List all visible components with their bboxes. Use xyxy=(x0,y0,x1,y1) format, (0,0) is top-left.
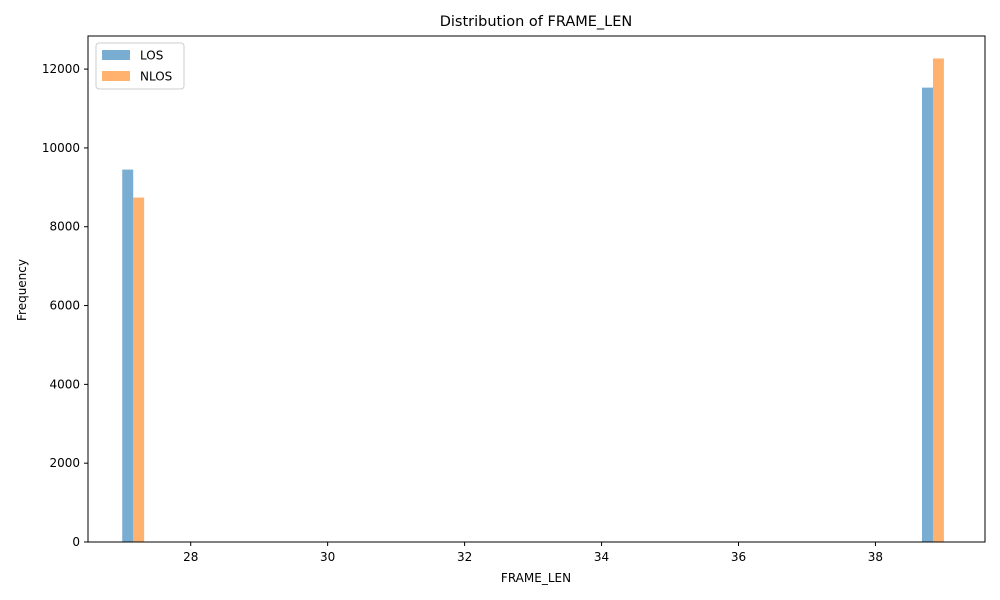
x-axis-ticks: 28 30 32 34 36 38 xyxy=(183,542,883,564)
y-axis-label: Frequency xyxy=(15,259,29,321)
y-tick-label: 12000 xyxy=(42,62,80,76)
y-tick-label: 8000 xyxy=(49,220,80,234)
x-tick-label: 34 xyxy=(594,550,609,564)
legend-label-los: LOS xyxy=(140,49,163,63)
y-tick-label: 4000 xyxy=(49,377,80,391)
plot-frame xyxy=(87,35,986,543)
legend-label-nlos: NLOS xyxy=(140,70,172,84)
bar-los-1 xyxy=(922,87,933,543)
x-axis-label: FRAME_LEN xyxy=(501,571,571,585)
y-axis-ticks: 0 2000 4000 6000 8000 10000 12000 xyxy=(42,62,88,549)
x-tick-label: 38 xyxy=(868,550,883,564)
x-tick-label: 32 xyxy=(457,550,472,564)
chart-title: Distribution of FRAME_LEN xyxy=(440,14,633,30)
x-tick-label: 30 xyxy=(320,550,335,564)
y-tick-label: 6000 xyxy=(49,299,80,313)
bar-nlos-0 xyxy=(133,197,145,542)
x-tick-label: 36 xyxy=(731,550,746,564)
legend-swatch-los xyxy=(102,50,130,60)
y-tick-label: 2000 xyxy=(49,456,80,470)
bars-layer xyxy=(122,58,944,543)
bar-los-0 xyxy=(122,169,134,543)
y-tick-label: 0 xyxy=(72,535,80,549)
legend: LOS NLOS xyxy=(95,42,185,90)
x-tick-label: 28 xyxy=(183,550,198,564)
legend-swatch-nlos xyxy=(102,71,130,81)
bar-nlos-1 xyxy=(932,58,944,542)
y-tick-label: 10000 xyxy=(42,141,80,155)
